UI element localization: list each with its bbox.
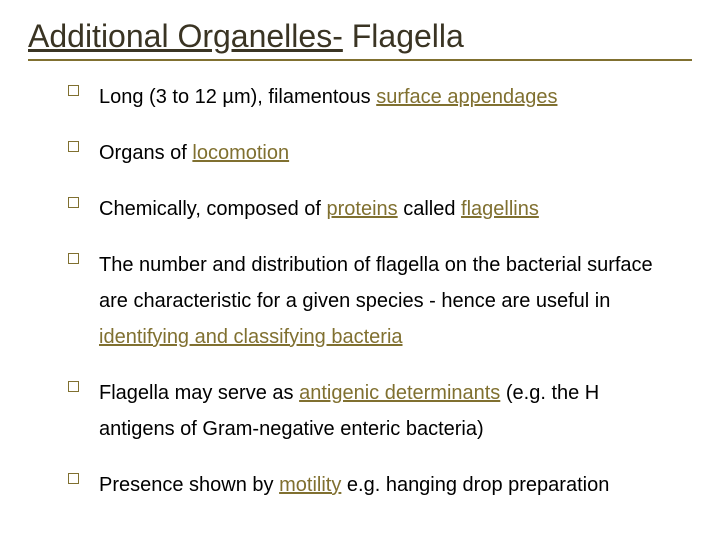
title-plain: Flagella [343,18,464,54]
text-span: Flagella may serve as [99,382,299,404]
square-bullet-icon [68,381,79,392]
item-text: The number and distribution of flagella … [99,247,680,355]
item-text: Organs of locomotion [99,135,289,171]
keyword: motility [279,474,341,496]
square-bullet-icon [68,197,79,208]
item-text: Flagella may serve as antigenic determin… [99,375,680,447]
slide-title: Additional Organelles- Flagella [28,18,692,55]
item-text: Long (3 to 12 µm), filamentous surface a… [99,79,557,115]
square-bullet-icon [68,253,79,264]
text-span: The number and distribution of flagella … [99,254,653,312]
list-item: Flagella may serve as antigenic determin… [68,375,680,447]
text-span: called [398,198,461,220]
square-bullet-icon [68,473,79,484]
bullet-list: Long (3 to 12 µm), filamentous surface a… [28,79,692,503]
text-span: e.g. hanging drop preparation [341,474,609,496]
square-bullet-icon [68,141,79,152]
item-text: Chemically, composed of proteins called … [99,191,539,227]
keyword: locomotion [192,142,289,164]
keyword: surface appendages [376,86,557,108]
text-span: Organs of [99,142,192,164]
slide: Additional Organelles- Flagella Long (3 … [0,0,720,540]
square-bullet-icon [68,85,79,96]
text-span: Presence shown by [99,474,279,496]
keyword: proteins [327,198,398,220]
keyword: antigenic determinants [299,382,500,404]
list-item: Long (3 to 12 µm), filamentous surface a… [68,79,680,115]
keyword: identifying and classifying bacteria [99,326,403,348]
title-rule: Additional Organelles- Flagella [28,18,692,61]
keyword: flagellins [461,198,539,220]
list-item: The number and distribution of flagella … [68,247,680,355]
text-span: Long (3 to 12 µm), filamentous [99,86,376,108]
text-span: Chemically, composed of [99,198,327,220]
list-item: Chemically, composed of proteins called … [68,191,680,227]
list-item: Organs of locomotion [68,135,680,171]
list-item: Presence shown by motility e.g. hanging … [68,467,680,503]
title-underlined: Additional Organelles- [28,18,343,54]
item-text: Presence shown by motility e.g. hanging … [99,467,609,503]
